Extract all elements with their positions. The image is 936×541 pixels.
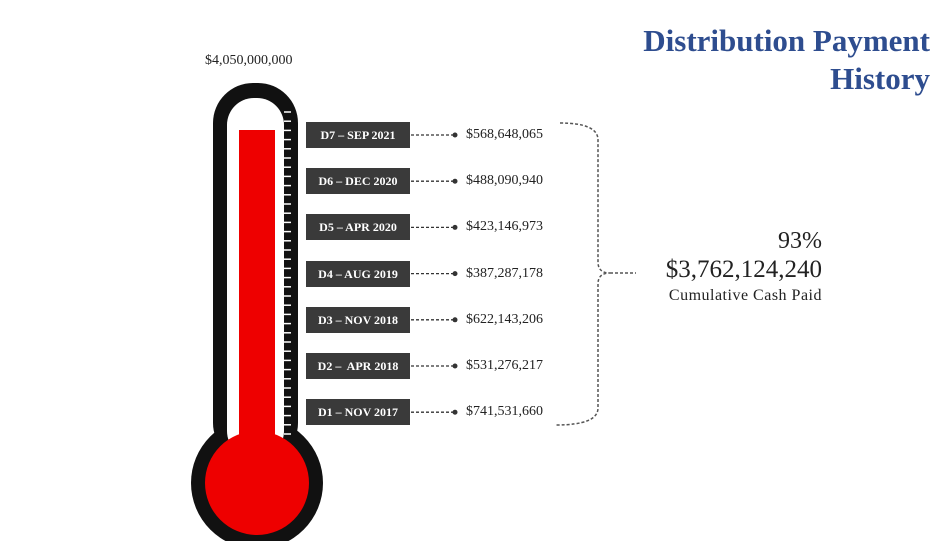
total-paid: $3,762,124,240 [665,256,822,283]
level-fill [239,130,275,460]
brace [555,122,611,426]
distribution-label: D2 – APR 2018 [306,353,410,379]
connector-dot [452,132,458,138]
connector-dot [452,409,458,415]
distribution-amount: $741,531,660 [466,404,543,420]
connector-dot [452,363,458,369]
distribution-amount: $488,090,940 [466,173,543,189]
total-caption: Cumulative Cash Paid [668,287,822,304]
bulb-fill [205,431,309,535]
connector-dot [452,271,458,277]
distribution-amount: $568,648,065 [466,127,543,142]
scale-ticks [284,111,291,435]
distribution-label: D4 – AUG 2019 [306,260,410,287]
connector-dot [452,178,458,184]
distribution-amount: $423,146,973 [466,219,543,235]
connector-dot [452,224,458,230]
distribution-amount: $531,276,217 [466,358,543,373]
goal-amount: $4,050,000,000 [205,53,293,68]
title: Distribution Payment History [643,23,930,96]
distribution-label: D5 – APR 2020 [306,214,410,241]
connector-dot [452,317,458,323]
distribution-label: D1 – NOV 2017 [306,399,410,426]
distribution-amount: $622,143,206 [466,311,543,327]
distribution-label: D3 – NOV 2018 [306,306,410,333]
distribution-label: D7 – SEP 2021 [306,122,410,148]
distribution-label: D6 – DEC 2020 [306,168,410,195]
distribution-amount: $387,287,178 [466,265,543,281]
percent-paid: 93% [778,228,822,254]
connectors [411,132,458,415]
